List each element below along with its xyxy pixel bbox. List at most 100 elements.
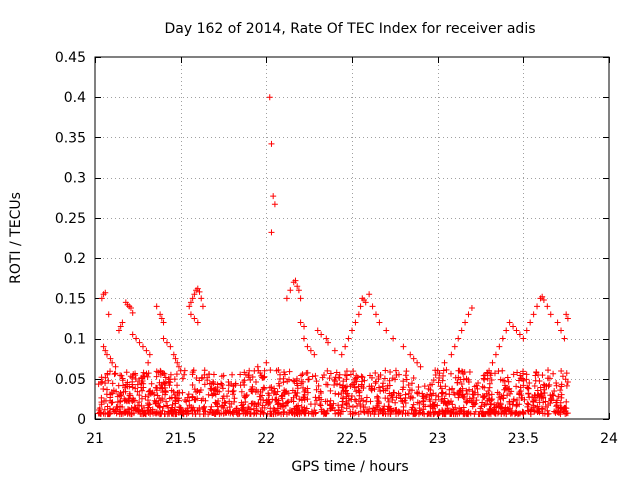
data-point <box>103 351 110 358</box>
points-layer <box>95 94 571 418</box>
data-point <box>181 371 188 378</box>
x-axis-label: GPS time / hours <box>291 459 408 475</box>
data-point <box>117 323 124 330</box>
data-point <box>417 363 424 370</box>
data-point <box>177 367 184 374</box>
data-point <box>102 347 109 354</box>
data-point <box>246 367 253 374</box>
data-point <box>349 327 355 334</box>
data-point <box>520 335 527 342</box>
data-point <box>268 229 275 236</box>
data-point <box>486 367 493 374</box>
data-point <box>186 303 193 310</box>
data-point <box>287 287 294 294</box>
data-point <box>458 327 465 334</box>
data-point <box>323 335 330 342</box>
data-point <box>270 193 277 200</box>
data-point <box>530 311 537 318</box>
data-point <box>465 311 472 318</box>
data-point <box>318 331 325 338</box>
data-point <box>383 327 390 334</box>
data-point <box>325 339 332 346</box>
data-point <box>407 351 414 358</box>
data-point <box>297 295 304 302</box>
data-point <box>462 319 469 326</box>
data-point <box>362 299 369 306</box>
data-point <box>189 295 196 302</box>
data-point <box>158 315 165 322</box>
y-tick-label: 0.15 <box>55 291 86 307</box>
y-tick-labels: 0 0.05 0.1 0.15 0.2 0.25 0.3 0.35 0.4 0.45 <box>55 50 86 428</box>
data-point <box>271 201 278 208</box>
data-point <box>175 363 182 370</box>
data-point <box>410 355 417 362</box>
data-point <box>400 343 407 350</box>
data-point <box>331 347 338 354</box>
data-point <box>280 375 287 382</box>
data-point <box>307 347 314 354</box>
data-point <box>194 319 201 326</box>
background-points <box>95 366 571 418</box>
data-point <box>539 293 546 300</box>
data-point <box>297 319 304 326</box>
data-point <box>499 335 506 342</box>
data-point <box>304 343 311 350</box>
y-tick-label: 0.1 <box>64 332 86 348</box>
data-point <box>564 315 571 322</box>
data-point <box>357 303 364 310</box>
data-point <box>191 291 198 298</box>
data-point <box>506 319 513 326</box>
data-point <box>355 311 362 318</box>
data-point <box>139 343 146 350</box>
data-point <box>496 343 503 350</box>
data-point <box>107 355 114 362</box>
data-point <box>172 355 179 362</box>
data-point <box>191 315 198 322</box>
data-point <box>369 303 376 310</box>
data-point <box>295 287 302 294</box>
data-point <box>414 359 421 366</box>
data-point <box>311 351 318 358</box>
data-point <box>301 323 308 330</box>
data-point <box>283 295 290 302</box>
data-point <box>301 335 308 342</box>
data-point <box>547 311 554 318</box>
data-point <box>153 303 160 310</box>
data-point <box>160 335 167 342</box>
data-point <box>115 327 122 334</box>
data-point <box>145 359 152 366</box>
data-point <box>136 339 143 346</box>
data-point <box>105 311 112 318</box>
x-tick-label: 22.5 <box>336 431 367 447</box>
data-point <box>554 319 561 326</box>
y-tick-label: 0.3 <box>64 171 86 187</box>
data-point <box>492 351 499 358</box>
data-point <box>434 367 441 374</box>
grid-layer <box>95 57 609 419</box>
y-tick-label: 0.25 <box>55 211 86 227</box>
data-point <box>143 347 150 354</box>
data-point <box>170 351 177 358</box>
data-point <box>100 343 107 350</box>
data-point <box>266 94 273 101</box>
data-point <box>558 327 565 334</box>
data-point <box>342 343 349 350</box>
y-tick-label: 0.05 <box>55 372 86 388</box>
data-point <box>376 319 383 326</box>
y-tick-label: 0.45 <box>55 50 86 66</box>
data-point <box>187 311 194 318</box>
x-tick-label: 21.5 <box>165 431 196 447</box>
data-point <box>540 296 547 303</box>
data-point <box>366 291 373 298</box>
data-point <box>187 299 194 306</box>
data-point <box>163 339 170 346</box>
data-point <box>372 311 379 318</box>
data-point <box>523 327 530 334</box>
data-point <box>129 309 136 316</box>
data-point <box>455 335 462 342</box>
data-point <box>345 335 352 342</box>
data-point <box>441 359 448 366</box>
data-point <box>544 303 551 310</box>
data-point <box>98 295 105 302</box>
data-point <box>468 304 475 311</box>
